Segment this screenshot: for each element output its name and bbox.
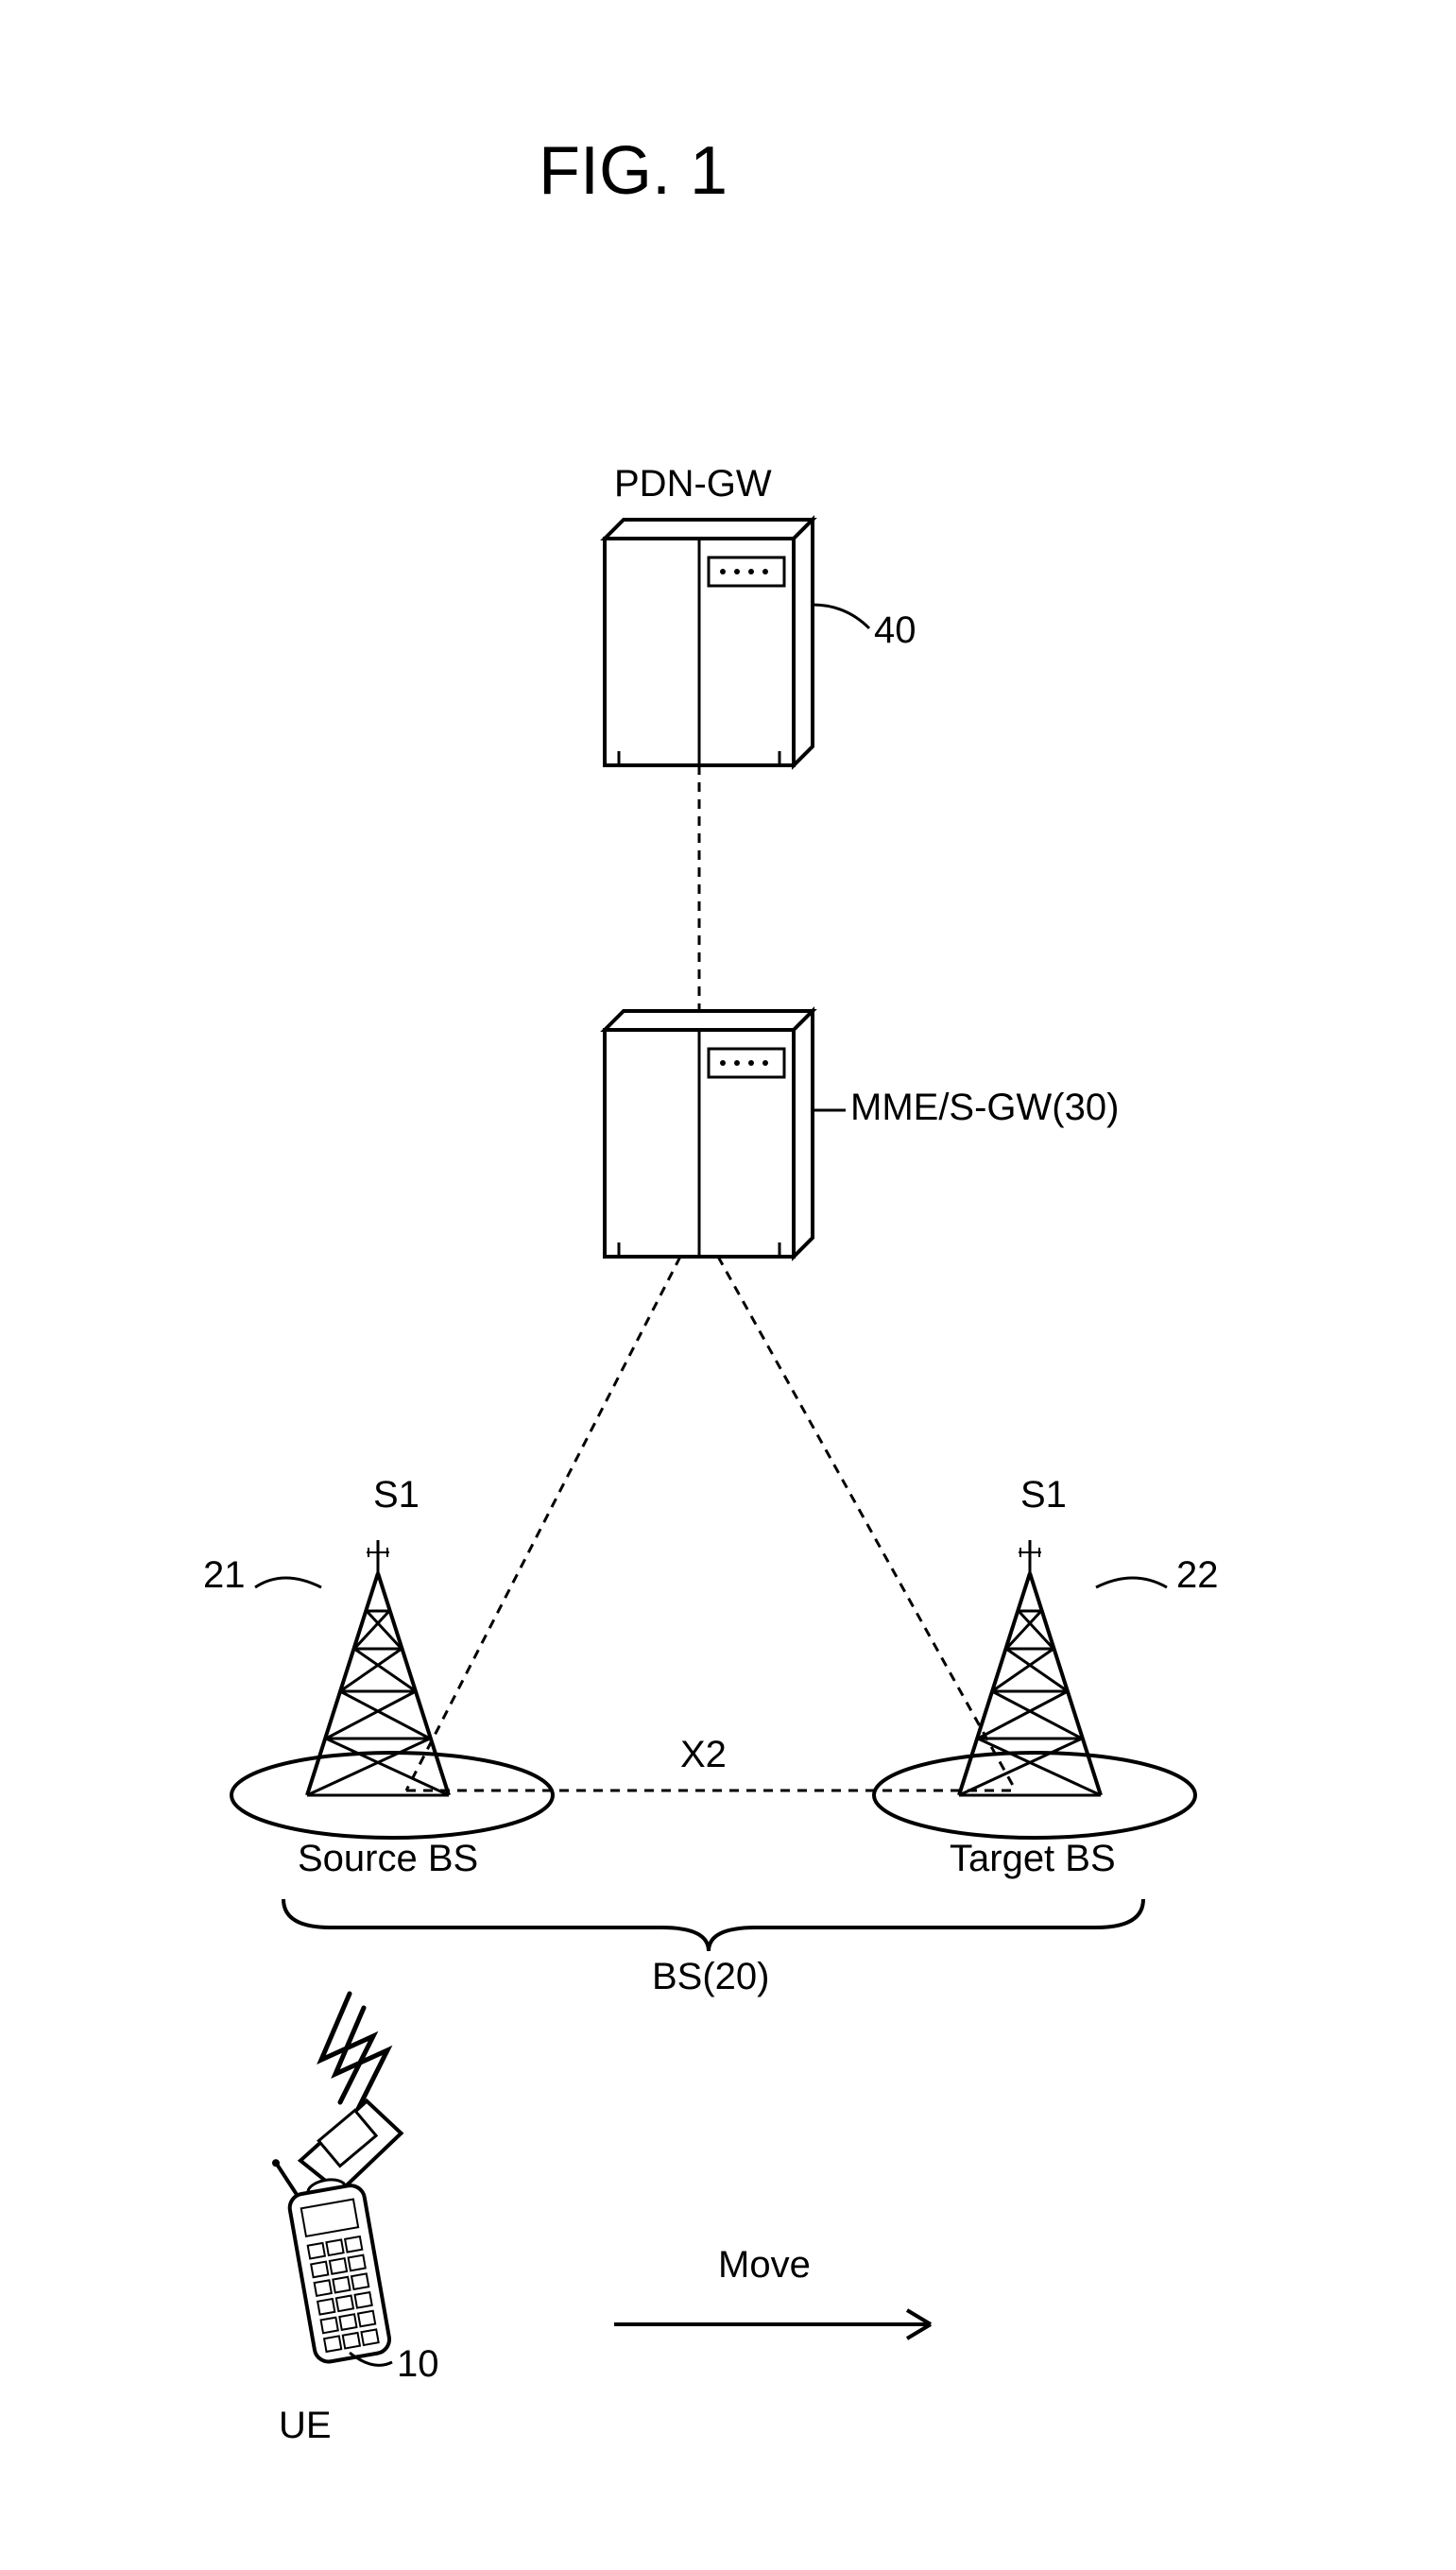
wireless-link-icon <box>321 1994 387 2116</box>
edge-mme-target <box>718 1257 1016 1790</box>
ue-phone-icon <box>265 2096 438 2365</box>
ue-ref: 10 <box>397 2343 439 2386</box>
move-label: Move <box>718 2244 811 2287</box>
diagram-svg <box>0 0 1456 2570</box>
source-ref: 21 <box>203 1554 246 1597</box>
pdn-gw-ref: 40 <box>874 609 916 652</box>
pdn-gw-server-icon <box>605 520 813 765</box>
ue-label: UE <box>279 2405 332 2447</box>
ref-leader-40 <box>813 605 869 628</box>
pdn-gw-label: PDN-GW <box>614 463 772 505</box>
source-bs-label: Source BS <box>298 1838 478 1880</box>
mme-sgw-label: MME/S-GW(30) <box>850 1087 1119 1129</box>
ref-leader-21 <box>255 1578 321 1587</box>
x2-label: X2 <box>680 1734 727 1776</box>
edge-mme-source <box>406 1257 680 1790</box>
target-bs-label: Target BS <box>950 1838 1116 1880</box>
mme-sgw-server-icon <box>605 1011 813 1257</box>
source-s1-label: S1 <box>373 1474 420 1516</box>
ref-leader-22 <box>1096 1578 1167 1587</box>
figure-title: FIG. 1 <box>539 132 728 210</box>
figure-container: FIG. 1 PDN-GW 40 MME/S-GW(30) S1 21 Sour… <box>0 0 1456 2570</box>
bs-group-label: BS(20) <box>652 1956 770 1998</box>
bs-group-brace <box>283 1899 1143 1951</box>
target-ref: 22 <box>1176 1554 1219 1597</box>
target-s1-label: S1 <box>1020 1474 1067 1516</box>
